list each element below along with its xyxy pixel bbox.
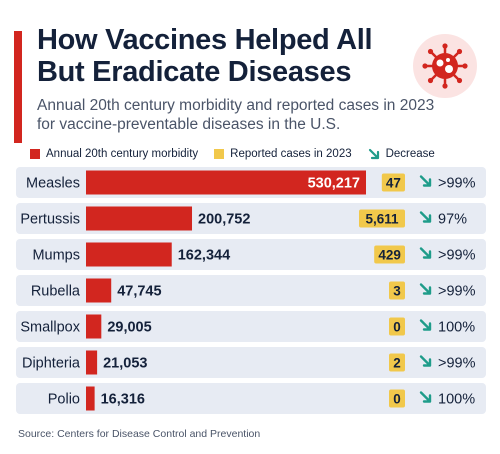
bar-measles xyxy=(86,170,366,195)
decrease-label-mumps: >99% xyxy=(438,248,476,264)
case-label-rubella: 3 xyxy=(393,284,401,299)
legend: Annual 20th century morbidity Reported c… xyxy=(30,147,451,161)
legend-label-cases: Reported cases in 2023 xyxy=(230,148,352,160)
bar-mumps xyxy=(86,242,172,267)
bar-smallpox xyxy=(86,314,102,339)
virus-icon xyxy=(413,34,477,98)
decrease-label-diphteria: >99% xyxy=(438,356,476,372)
row-label-measles: Measles xyxy=(26,176,80,192)
value-label-smallpox: 29,005 xyxy=(107,320,151,336)
arrow-down-right-icon xyxy=(419,283,432,295)
row-band-polio xyxy=(16,383,486,414)
value-label-rubella: 47,745 xyxy=(117,284,161,300)
arrow-down-right-icon xyxy=(419,391,432,403)
row-band-rubella xyxy=(16,275,486,306)
bar-diphteria xyxy=(86,350,98,375)
case-badge-polio xyxy=(389,389,405,408)
case-badge-mumps xyxy=(374,245,405,264)
case-badge-smallpox xyxy=(389,317,405,336)
legend-swatch-cases xyxy=(214,149,225,159)
legend-label-decrease: Decrease xyxy=(385,148,435,160)
arrow-down-right-icon xyxy=(368,148,379,160)
case-label-pertussis: 5,611 xyxy=(365,212,399,227)
decrease-label-smallpox: 100% xyxy=(438,320,475,336)
case-label-mumps: 429 xyxy=(378,248,401,263)
legend-item-decrease: Decrease xyxy=(368,148,435,160)
row-label-diphteria: Diphteria xyxy=(22,356,81,372)
case-badge-diphteria xyxy=(389,353,405,372)
decrease-label-pertussis: 97% xyxy=(438,212,467,228)
arrow-down-right-icon xyxy=(419,247,432,259)
case-badge-pertussis xyxy=(359,209,405,228)
bar-polio xyxy=(86,386,95,411)
row-label-mumps: Mumps xyxy=(32,248,80,264)
row-label-rubella: Rubella xyxy=(31,284,81,300)
decrease-label-measles: >99% xyxy=(438,176,476,192)
value-label-measles: 530,217 xyxy=(308,176,360,192)
chart-subtitle: Annual 20th century morbidity and report… xyxy=(37,97,435,133)
decrease-label-rubella: >99% xyxy=(438,284,476,300)
legend-swatch-morbidity xyxy=(30,149,40,159)
chart-title: How Vaccines Helped All But Eradicate Di… xyxy=(37,24,373,88)
value-label-mumps: 162,344 xyxy=(178,248,230,264)
row-label-smallpox: Smallpox xyxy=(20,320,80,336)
bar-rubella xyxy=(86,278,112,303)
case-label-smallpox: 0 xyxy=(393,320,401,335)
row-band-smallpox xyxy=(16,311,486,342)
arrow-down-right-icon xyxy=(419,319,432,331)
case-badge-rubella xyxy=(389,281,405,300)
value-label-polio: 16,316 xyxy=(101,392,145,408)
legend-item-morbidity: Annual 20th century morbidity xyxy=(30,148,198,160)
value-label-diphteria: 21,053 xyxy=(103,356,147,372)
row-label-polio: Polio xyxy=(48,392,80,408)
legend-label-morbidity: Annual 20th century morbidity xyxy=(46,148,199,160)
source-note: Source: Centers for Disease Control and … xyxy=(18,428,261,440)
arrow-down-right-icon xyxy=(419,355,432,367)
legend-item-cases: Reported cases in 2023 xyxy=(214,148,352,160)
case-badge-measles xyxy=(381,173,405,192)
case-label-measles: 47 xyxy=(386,176,401,191)
value-label-pertussis: 200,752 xyxy=(198,212,250,228)
accent-bar xyxy=(14,31,22,143)
arrow-down-right-icon xyxy=(419,211,432,223)
decrease-label-polio: 100% xyxy=(438,392,475,408)
case-label-diphteria: 2 xyxy=(393,356,401,371)
bar-pertussis xyxy=(86,206,193,231)
case-label-polio: 0 xyxy=(393,392,401,407)
arrow-down-right-icon xyxy=(419,175,432,187)
row-band-diphteria xyxy=(16,347,486,378)
row-label-pertussis: Pertussis xyxy=(20,212,80,228)
